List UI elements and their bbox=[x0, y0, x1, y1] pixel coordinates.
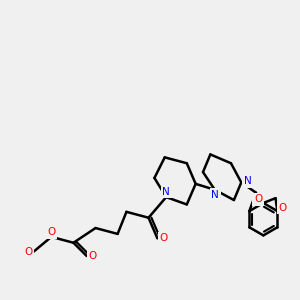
Text: O: O bbox=[279, 202, 287, 213]
Text: O: O bbox=[24, 247, 32, 256]
Text: O: O bbox=[254, 194, 262, 205]
Text: O: O bbox=[160, 233, 168, 243]
Text: N: N bbox=[212, 190, 219, 200]
Text: O: O bbox=[47, 227, 56, 237]
Text: N: N bbox=[162, 187, 170, 197]
Text: N: N bbox=[244, 176, 252, 186]
Text: O: O bbox=[88, 251, 97, 261]
